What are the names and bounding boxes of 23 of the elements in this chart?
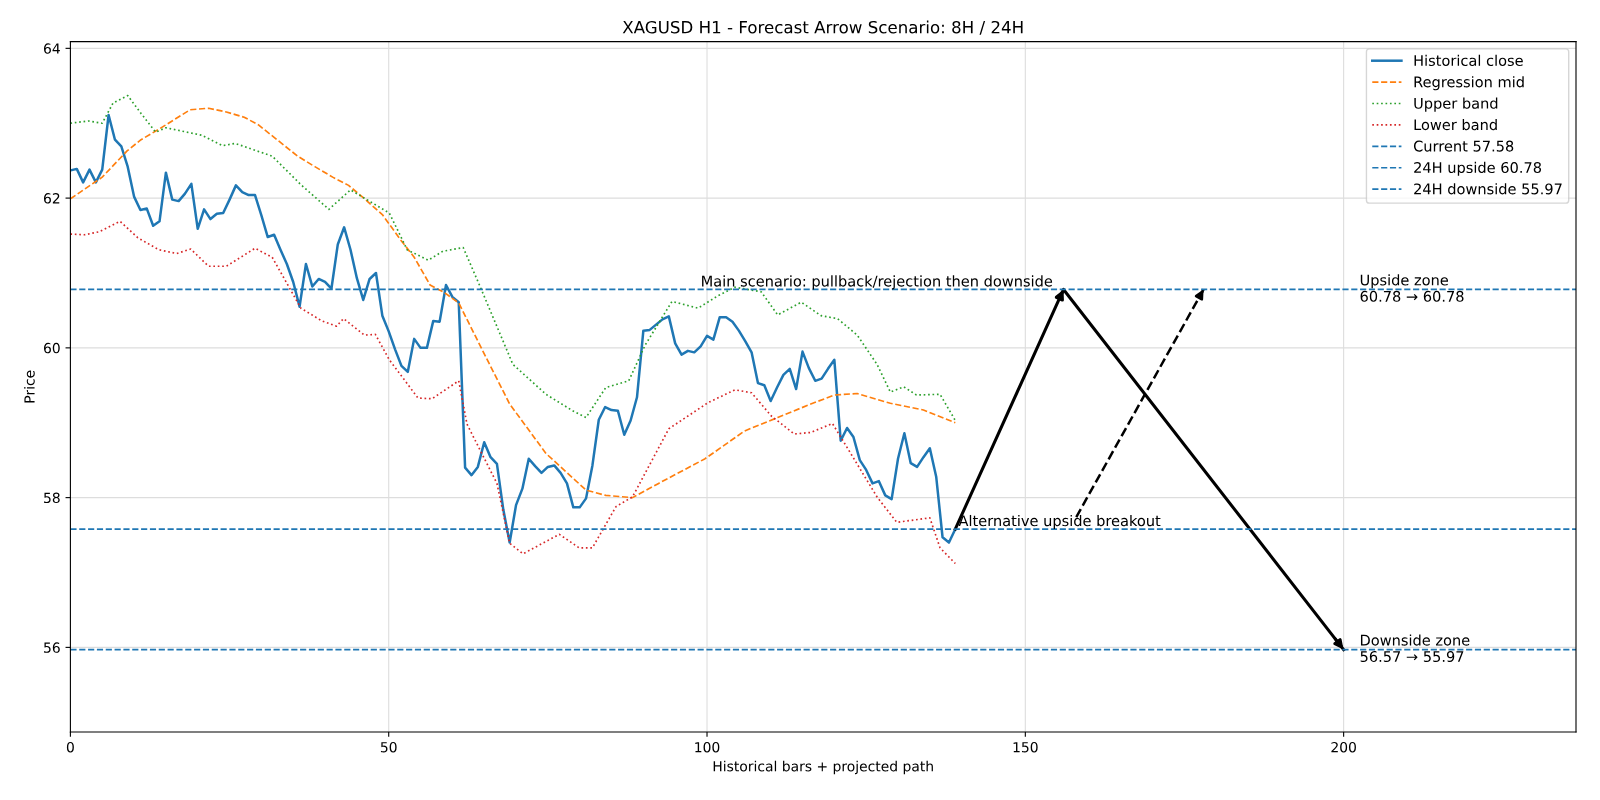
y-axis-title: Price [24, 370, 35, 403]
x-tick-label: 200 [1331, 741, 1356, 753]
y-tick-label: 62 [43, 193, 60, 204]
legend-label: Lower band [1414, 118, 1497, 131]
legend-label: Historical close [1414, 54, 1523, 67]
legend-label: Regression mid [1414, 76, 1524, 91]
annotation: Main scenario: pullback/rejection then downside [702, 275, 1053, 290]
x-tick-label: 150 [1013, 741, 1038, 753]
y-tick-label: 60 [43, 342, 60, 354]
x-axis-title: Historical bars + projected path [713, 760, 933, 775]
legend-label: 24H upside 60.78 [1414, 161, 1542, 176]
annotation: Downside zone 56.57 → 55.97 [1360, 634, 1470, 663]
y-tick-label: 58 [44, 492, 60, 504]
y-tick-label: 56 [44, 642, 60, 653]
x-tick-label: 50 [380, 741, 397, 753]
legend-label: Current 57.58 [1413, 140, 1514, 152]
chart-title: XAGUSD H1 - Forecast Arrow Scenario: 8H / 24H [622, 20, 1023, 35]
x-tick-label: 100 [695, 741, 720, 753]
legend-label: Upper band [1414, 97, 1498, 112]
x-tick-label: 0 [66, 741, 74, 753]
annotation: Upside zone 60.78 → 60.78 [1360, 274, 1464, 302]
y-tick-label: 64 [43, 43, 60, 54]
legend-label: 24H downside 55.97 [1414, 183, 1562, 195]
